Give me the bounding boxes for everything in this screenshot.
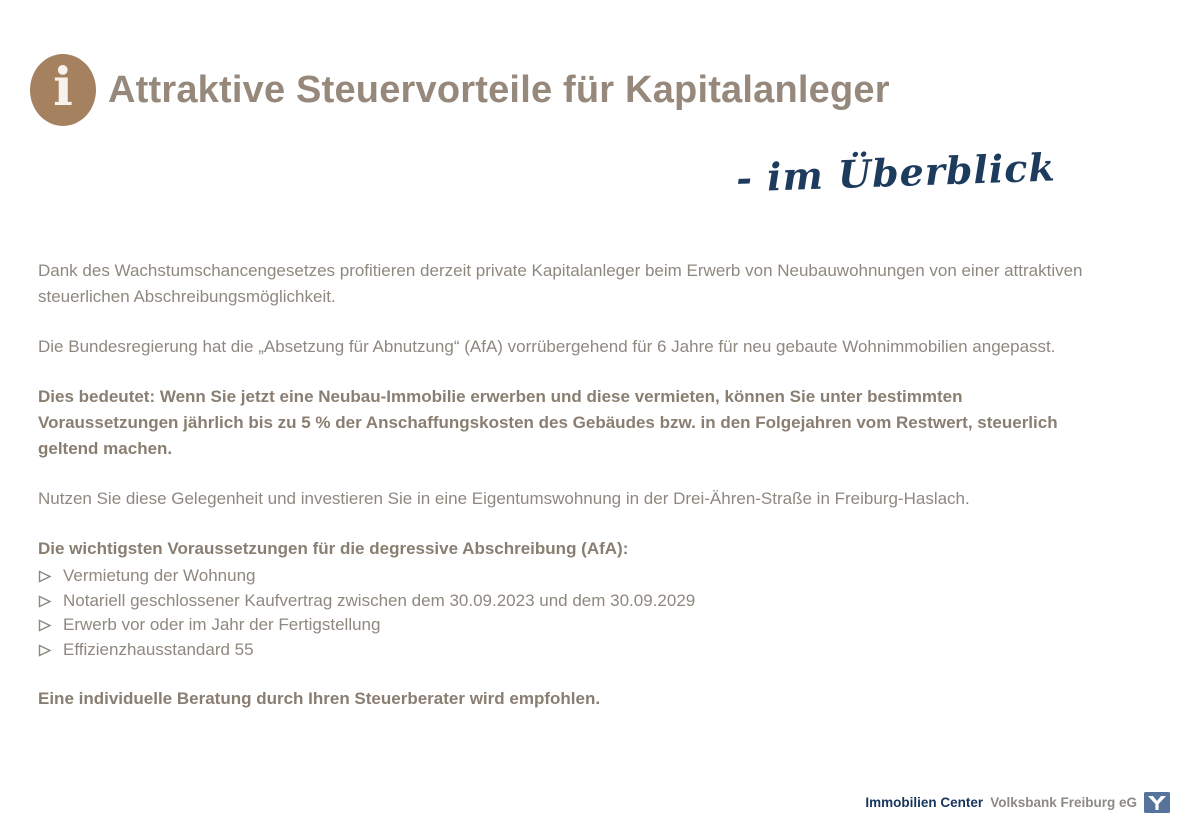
body-copy: Dank des Wachstumschancengesetzes profit…: [38, 258, 1104, 712]
list-item: Effizienzhausstandard 55: [38, 638, 1104, 663]
page-title: Attraktive Steuervorteile für Kapitalanl…: [108, 68, 890, 111]
arrowhead-bullet-icon: [38, 594, 52, 608]
vr-bank-logo-icon: [1144, 792, 1170, 813]
list-item-label: Erwerb vor oder im Jahr der Fertigstellu…: [63, 615, 381, 634]
page-header: i Attraktive Steuervorteile für Kapitala…: [30, 54, 890, 126]
info-icon: i: [30, 54, 96, 126]
arrowhead-bullet-icon: [38, 570, 52, 583]
footer-brand: Immobilien Center Volksbank Freiburg eG: [865, 792, 1170, 813]
list-item-label: Effizienzhausstandard 55: [63, 639, 254, 659]
arrowhead-bullet-icon: [38, 643, 52, 657]
footer-immobilien-center-label: Immobilien Center: [865, 795, 984, 810]
handwritten-subtitle: - im Überblick: [735, 144, 1057, 201]
requirements-list: Vermietung der Wohnung Notariell geschlo…: [38, 564, 1104, 662]
list-item-label: Notariell geschlossener Kaufvertrag zwis…: [63, 590, 696, 610]
footer-bank-name: Volksbank Freiburg eG: [990, 795, 1137, 810]
list-item-label: Vermietung der Wohnung: [63, 566, 256, 585]
paragraph-afa: Die Bundesregierung hat die „Absetzung f…: [38, 337, 1056, 356]
list-item: Notariell geschlossener Kaufvertrag zwis…: [38, 589, 1104, 614]
list-item: Vermietung der Wohnung: [38, 564, 1104, 589]
closing-advice: Eine individuelle Beratung durch Ihren S…: [38, 689, 601, 708]
list-heading: Die wichtigsten Voraussetzungen für die …: [38, 539, 629, 558]
info-icon-glyph: i: [53, 57, 73, 118]
arrowhead-bullet-icon: [38, 619, 52, 632]
paragraph-call-to-action: Nutzen Sie diese Gelegenheit und investi…: [38, 489, 970, 508]
list-item: Erwerb vor oder im Jahr der Fertigstellu…: [38, 613, 1104, 638]
paragraph-benefit: Dies bedeutet: Wenn Sie jetzt eine Neuba…: [38, 387, 1058, 458]
paragraph-intro: Dank des Wachstumschancengesetzes profit…: [38, 261, 1083, 306]
